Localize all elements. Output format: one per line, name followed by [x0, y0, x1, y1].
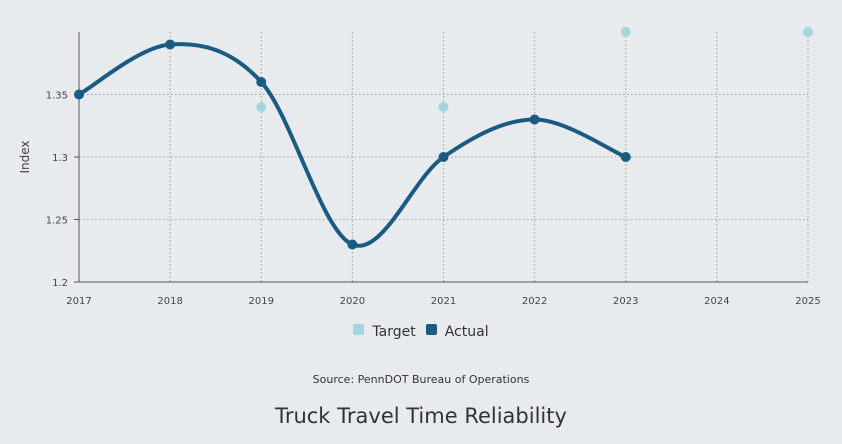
data-point-target[interactable]: [256, 102, 267, 112]
data-point-target[interactable]: [620, 27, 631, 37]
data-point-actual[interactable]: [165, 39, 176, 50]
data-point-actual[interactable]: [620, 152, 631, 162]
data-point-actual[interactable]: [256, 77, 267, 87]
legend-label-target: Target: [372, 324, 416, 340]
data-point-target[interactable]: [438, 102, 449, 112]
x-tick-label: 2023: [613, 296, 638, 307]
data-point-actual[interactable]: [529, 114, 540, 125]
x-tick-label: 2017: [66, 296, 91, 307]
legend-swatch-target: [353, 323, 365, 335]
x-tick-label: 2020: [340, 296, 365, 307]
x-tick-label: 2018: [157, 296, 182, 307]
y-tick-label: 1.25: [46, 216, 68, 227]
legend-label-actual: Actual: [444, 324, 489, 340]
data-point-actual[interactable]: [347, 239, 358, 250]
y-tick-label: 1.35: [46, 91, 68, 102]
y-tick-label: 1.3: [52, 153, 68, 164]
data-point-actual[interactable]: [438, 152, 449, 162]
x-tick-label: 2024: [704, 296, 729, 307]
legend-item-target[interactable]: Target: [353, 323, 416, 340]
x-tick-label: 2022: [522, 296, 547, 307]
axis-layer: 2017 2018 2019 2020 2021 2022 2023 2024 2025 1.2 1…: [46, 32, 821, 307]
chart-plot: 2017 2018 2019 2020 2021 2022 2023 2024 2025 1.2 1…: [18, 27, 821, 307]
x-tick-label: 2025: [795, 296, 820, 307]
x-tick-label: 2021: [431, 296, 456, 307]
legend: Target Actual: [0, 323, 842, 340]
chart-source: Source: PennDOT Bureau of Operations: [312, 373, 530, 386]
y-tick-label: 1.2: [52, 278, 68, 289]
y-axis-title: Index: [18, 140, 32, 173]
chart-title: Truck Travel Time Reliability: [275, 404, 567, 428]
legend-item-actual[interactable]: Actual: [425, 323, 489, 340]
legend-swatch-actual: [425, 323, 437, 335]
data-point-target[interactable]: [803, 27, 813, 37]
series-layer: [74, 27, 813, 250]
data-point-actual[interactable]: [74, 89, 84, 100]
x-tick-label: 2019: [249, 296, 274, 307]
